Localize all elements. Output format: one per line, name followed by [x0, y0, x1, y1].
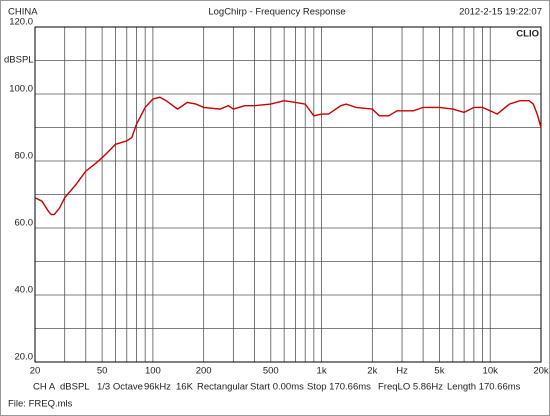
response-curve	[34, 96, 542, 216]
header-date: 2012-2-15 19:22:07	[459, 7, 542, 18]
x-tick-label: 50	[97, 366, 108, 377]
footer-item: dBSPL	[60, 382, 90, 393]
x-tick-label: 20	[30, 366, 41, 377]
brand: CLIO	[516, 29, 539, 40]
x-tick-label: 100	[145, 366, 161, 377]
x-tick-label: 5k	[434, 366, 444, 377]
footer-item: Stop 170.66ms	[307, 382, 371, 393]
y-axis-label: dBSPL	[4, 55, 34, 66]
y-tick-label: 60.0	[15, 218, 34, 229]
y-tick-label: 20.0	[15, 352, 34, 363]
x-tick-label: 20k	[533, 366, 549, 377]
header-left: CHINA	[8, 7, 38, 18]
footer-item: Rectangular	[197, 382, 248, 393]
y-tick-label: 80.0	[15, 151, 34, 162]
plot-border	[34, 26, 542, 363]
y-tick-label: 120.0	[9, 17, 33, 28]
y-tick-label: 100.0	[9, 84, 33, 95]
x-tick-label: 10k	[483, 366, 499, 377]
x-tick-label: 1k	[317, 366, 327, 377]
x-tick-label: 2k	[367, 366, 377, 377]
file-name: File: FREQ.mls	[8, 399, 73, 410]
x-tick-label: 200	[196, 366, 212, 377]
y-tick-label: 40.0	[15, 285, 34, 296]
footer-item: 16K	[176, 382, 194, 393]
footer-item: CH A	[33, 382, 56, 393]
footer-item: Start 0.00ms	[250, 382, 304, 393]
footer-item: FreqLO 5.86Hz	[378, 382, 443, 393]
x-tick-label: 500	[263, 366, 279, 377]
footer-item: 96kHz	[144, 382, 171, 393]
x-axis-label: Hz	[396, 366, 408, 377]
footer-item: 1/3 Octave	[97, 382, 143, 393]
chart-title: LogChirp - Frequency Response	[208, 7, 345, 18]
footer-item: Length 170.66ms	[447, 382, 521, 393]
